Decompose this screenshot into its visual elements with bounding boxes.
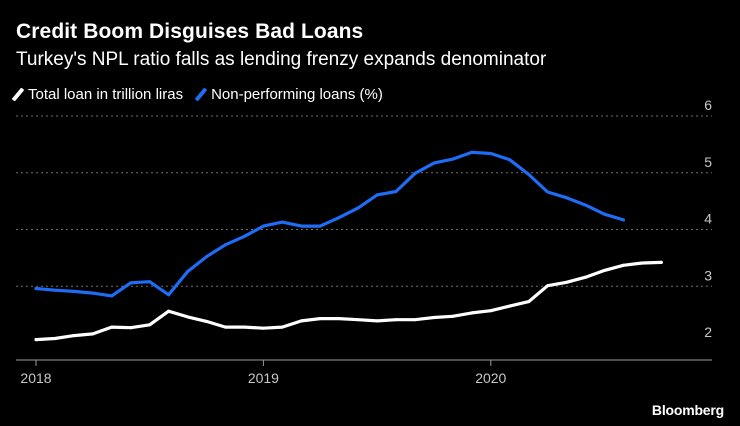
data-point-npl [280, 220, 284, 224]
legend-item-npl: Non-performing loans (%) [194, 86, 383, 103]
data-point-npl [148, 280, 152, 284]
chart-legend: Total loan in trillion liras Non-perform… [11, 86, 399, 103]
data-point-total-loan [261, 326, 265, 330]
chart-subtitle: Turkey's NPL ratio falls as lending fren… [16, 49, 547, 70]
data-point-total-loan [243, 325, 246, 329]
data-point-npl [470, 150, 474, 154]
data-point-npl [261, 224, 265, 228]
data-point-npl [72, 289, 76, 293]
data-point-total-loan [470, 311, 474, 315]
grid-layer [16, 115, 712, 287]
data-point-npl [546, 190, 550, 194]
data-point-total-loan [584, 275, 588, 279]
legend-label-npl: Non-performing loans (%) [211, 86, 383, 103]
data-point-total-loan [489, 309, 493, 313]
data-point-total-loan [508, 304, 512, 308]
y-tick-label-4: 4 [704, 211, 712, 227]
y-tick-label-2: 2 [704, 324, 712, 340]
data-point-total-loan [280, 325, 284, 329]
data-point-total-loan [337, 317, 341, 321]
data-point-total-loan [129, 326, 133, 330]
data-point-total-loan [659, 260, 663, 264]
data-point-npl [318, 224, 322, 228]
legend-label-total-loan: Total loan in trillion liras [28, 86, 184, 103]
data-point-npl [394, 190, 398, 193]
data-point-total-loan [53, 337, 57, 340]
data-point-npl [584, 203, 588, 207]
axis-layer: 2 3 4 5 6 2018 2019 2020 [16, 97, 712, 386]
data-point-npl [186, 270, 190, 273]
data-point-npl [508, 158, 512, 162]
data-point-npl [432, 161, 436, 165]
data-point-npl [53, 288, 57, 292]
data-point-npl [489, 152, 493, 155]
data-point-total-loan [299, 319, 303, 323]
data-point-total-loan [394, 318, 398, 322]
data-point-total-loan [356, 318, 360, 322]
data-point-npl [337, 216, 341, 220]
x-tick-label-2019: 2019 [248, 370, 279, 386]
data-point-npl [299, 224, 303, 228]
data-point-total-loan [565, 280, 568, 284]
series-line-total-loan [34, 260, 663, 342]
data-point-total-loan [527, 300, 531, 304]
data-point-npl [129, 281, 133, 285]
data-point-total-loan [546, 284, 550, 288]
data-point-total-loan [34, 338, 38, 342]
data-point-total-loan [91, 332, 95, 336]
chart-title: Credit Boom Disguises Bad Loans [16, 20, 364, 43]
series-layer [34, 150, 663, 342]
data-point-npl [243, 234, 246, 238]
data-point-npl [356, 206, 360, 210]
data-point-npl [223, 243, 227, 247]
data-point-npl [527, 173, 531, 176]
data-point-total-loan [318, 317, 322, 321]
data-point-total-loan [621, 263, 625, 267]
data-point-total-loan [451, 314, 455, 318]
data-point-npl [167, 293, 171, 297]
data-point-total-loan [148, 323, 152, 327]
data-point-total-loan [603, 268, 606, 272]
x-tick-label-2018: 2018 [20, 370, 51, 386]
data-point-total-loan [110, 325, 114, 329]
data-point-npl [34, 287, 38, 290]
y-tick-label-5: 5 [704, 154, 712, 170]
data-point-total-loan [72, 334, 76, 338]
data-point-npl [565, 196, 568, 200]
y-tick-label-3: 3 [704, 267, 712, 283]
data-point-npl [621, 218, 625, 222]
legend-item-total-loan: Total loan in trillion liras [11, 86, 184, 103]
data-point-npl [205, 255, 208, 259]
data-point-total-loan [167, 309, 171, 313]
data-point-npl [603, 212, 606, 216]
x-tick-label-2020: 2020 [475, 370, 506, 386]
data-point-npl [110, 294, 114, 298]
data-point-total-loan [375, 319, 379, 323]
data-point-total-loan [186, 315, 190, 319]
data-point-npl [375, 193, 379, 197]
y-tick-label-6: 6 [704, 97, 712, 113]
series-line-npl [34, 150, 626, 298]
data-point-total-loan [413, 318, 417, 322]
data-point-npl [413, 171, 417, 175]
data-point-total-loan [205, 319, 208, 323]
data-point-total-loan [223, 325, 227, 329]
data-point-npl [451, 157, 455, 161]
bloomberg-logo: Bloomberg [651, 402, 724, 418]
data-point-npl [91, 291, 95, 295]
data-point-total-loan [432, 316, 436, 319]
data-point-total-loan [641, 261, 644, 265]
